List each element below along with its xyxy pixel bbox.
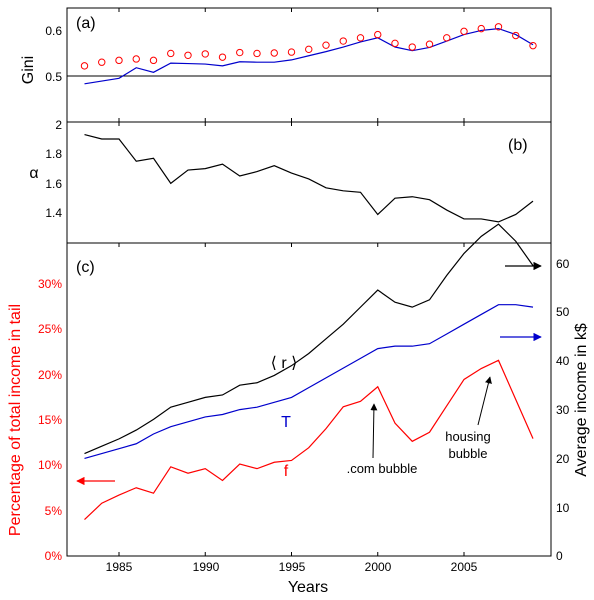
gini-point	[218, 53, 227, 61]
gini-point	[529, 41, 537, 50]
panel-b-ytick-0: 2	[55, 118, 62, 132]
ytick-right-5: 50	[556, 305, 570, 319]
arrow-housing-bubble	[477, 376, 492, 426]
series-label-T: T	[281, 414, 291, 431]
panel-a-frame	[66, 7, 552, 123]
ytick-right-0: 0	[556, 549, 563, 563]
xtick-4: 2005	[451, 560, 478, 574]
series-label-f: f	[284, 463, 289, 480]
panel-a-tag: (a)	[76, 15, 96, 32]
gini-point	[322, 41, 330, 49]
gini-point	[184, 51, 192, 59]
panel-c-ylabel-right: Average income in k$	[573, 323, 590, 477]
gini-point	[391, 39, 399, 48]
series-label-r: ⟨ r ⟩	[271, 355, 298, 372]
panel-b-frame	[66, 121, 552, 244]
ytick-left-4: 20%	[38, 368, 62, 382]
ytick-right-4: 40	[556, 354, 570, 368]
gini-point	[287, 48, 296, 56]
gini-point	[477, 24, 485, 33]
gini-point	[149, 56, 158, 65]
gini-point	[408, 43, 416, 51]
ytick-left-6: 30%	[38, 277, 62, 291]
gini-point	[98, 58, 106, 66]
gini-point	[494, 23, 503, 31]
gini-point	[443, 34, 451, 42]
ytick-left-3: 15%	[38, 413, 62, 427]
ytick-right-3: 30	[556, 403, 570, 417]
annotation-bubble: bubble	[448, 446, 487, 461]
ytick-left-1: 5%	[45, 504, 63, 518]
panel-a-ytick-0: 0.6	[45, 24, 62, 38]
gini-point	[167, 49, 175, 58]
panel-b-tag: (b)	[508, 137, 528, 154]
panel-b-ylabel: α	[29, 165, 38, 182]
panel-c-frame	[66, 242, 552, 557]
panel-b-ytick-1: 1.8	[45, 147, 62, 161]
gini-point	[305, 45, 313, 54]
gini-point	[253, 49, 261, 58]
annotation-housing: housing	[445, 429, 491, 444]
gini-point	[236, 48, 244, 57]
gini-point	[339, 37, 347, 45]
xtick-1: 1990	[193, 560, 220, 574]
gini-point	[115, 56, 123, 65]
ytick-right-2: 20	[556, 452, 570, 466]
panel-c-tag: (c)	[76, 259, 95, 276]
ytick-left-2: 10%	[38, 458, 62, 472]
xtick-0: 1985	[106, 560, 133, 574]
gini-point	[80, 62, 89, 70]
gini-point	[425, 40, 434, 48]
gini-point	[512, 31, 520, 40]
x-axis-label: Years	[288, 579, 328, 596]
panel-b-ytick-3: 1.4	[45, 206, 62, 220]
annotation-com-bubble: .com bubble	[347, 461, 418, 476]
xtick-3: 2000	[365, 560, 392, 574]
tail-share-line	[84, 359, 534, 521]
gini-point	[270, 49, 278, 57]
panel-a-ylabel: Gini	[20, 56, 37, 84]
panel-a-ytick-1: 0.5	[45, 70, 62, 84]
threshold-line	[84, 304, 534, 459]
mean-income-line	[84, 223, 534, 455]
gini-point	[201, 50, 209, 58]
arrow-com-bubble	[370, 403, 378, 459]
panel-c-ylabel-left: Percentage of total income in tail	[7, 304, 24, 536]
gini-point	[460, 27, 468, 36]
ytick-right-1: 10	[556, 501, 570, 515]
ytick-left-0: 0%	[45, 549, 63, 563]
gini-point	[356, 34, 365, 42]
gini-point	[374, 30, 382, 39]
ytick-left-5: 25%	[38, 322, 62, 336]
alpha-line	[84, 133, 534, 223]
panel-b-ytick-2: 1.6	[45, 177, 62, 191]
gini-point	[132, 55, 140, 63]
xtick-2: 1995	[279, 560, 306, 574]
ytick-right-6: 60	[556, 257, 570, 271]
gini-line	[84, 28, 534, 85]
